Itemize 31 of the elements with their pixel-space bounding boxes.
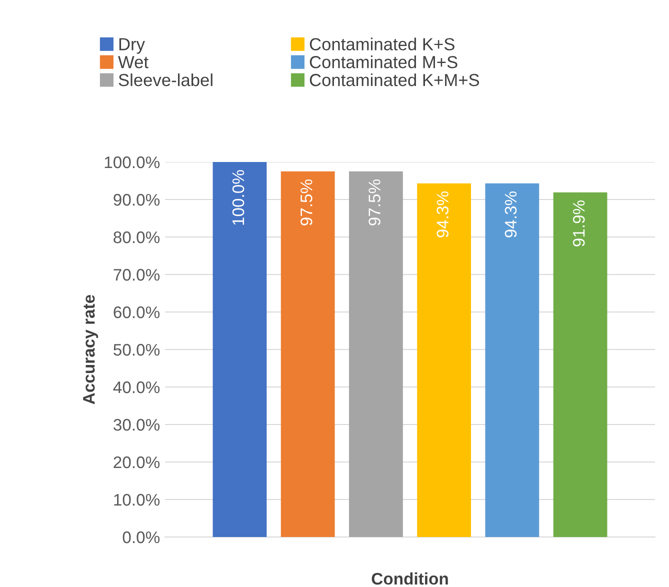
data-label: 100.0% xyxy=(232,170,244,225)
y-tick-label: 100.0% xyxy=(104,156,160,168)
data-label: 94.3% xyxy=(504,191,517,238)
legend-label: Contaminated K+S xyxy=(310,38,454,50)
data-label: 97.5% xyxy=(300,179,312,226)
legend-label: Contaminated K+M+S xyxy=(310,73,480,86)
bar xyxy=(280,171,335,537)
bar xyxy=(212,162,267,537)
bar xyxy=(485,183,540,537)
legend-label: Wet xyxy=(118,56,148,68)
data-label: 97.5% xyxy=(368,179,380,226)
y-tick-label: 60.0% xyxy=(114,306,160,318)
legend-label: Dry xyxy=(119,38,145,54)
bar xyxy=(348,171,403,537)
y-tick-label: 40.0% xyxy=(113,381,160,394)
y-tick-label: 70.0% xyxy=(114,268,160,281)
legend-label: Sleeve-label xyxy=(118,73,212,86)
y-tick-label: 0.0% xyxy=(122,531,160,544)
data-label: 91.9% xyxy=(572,200,585,246)
bar xyxy=(417,183,472,537)
y-tick-label: 20.0% xyxy=(114,456,160,468)
legend-label: Contaminated M+S xyxy=(310,56,458,68)
x-axis-title: Condition xyxy=(372,572,448,585)
y-axis-title: Accuracy rate xyxy=(83,294,98,404)
y-tick-label: 10.0% xyxy=(114,494,160,506)
data-label: 94.3% xyxy=(436,191,449,238)
y-tick-label: 50.0% xyxy=(114,344,160,356)
y-tick-label: 80.0% xyxy=(114,231,160,244)
y-tick-label: 90.0% xyxy=(114,194,160,206)
y-tick-label: 30.0% xyxy=(114,418,160,431)
bar xyxy=(553,192,608,537)
